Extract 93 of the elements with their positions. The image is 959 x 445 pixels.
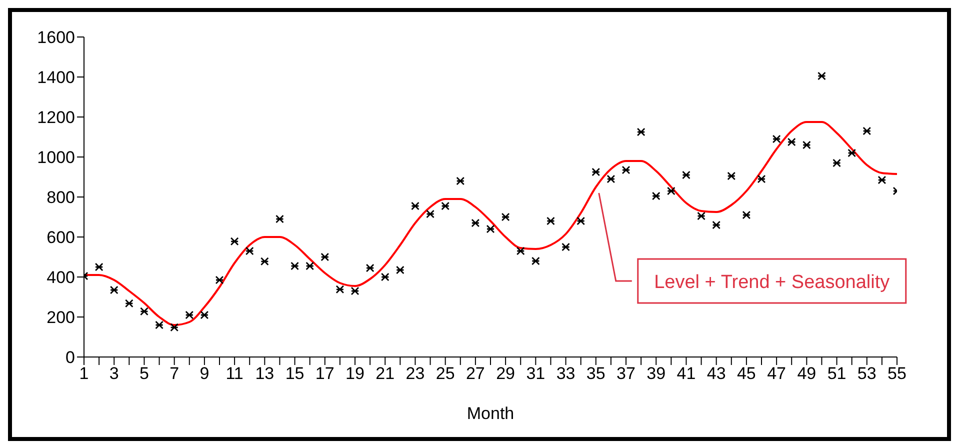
- point: [652, 192, 660, 200]
- point: [862, 126, 872, 136]
- point: [772, 134, 781, 144]
- point: [411, 202, 420, 210]
- point: [124, 299, 134, 308]
- x-tick-label: 49: [797, 364, 816, 384]
- point: [290, 262, 299, 270]
- point: [878, 176, 886, 184]
- point: [260, 257, 269, 266]
- point: [592, 168, 600, 176]
- annotation: Level + Trend + Seasonality: [654, 272, 890, 293]
- x-tick-label: 35: [586, 364, 606, 384]
- point: [140, 307, 148, 316]
- y-tick-label: 800: [46, 188, 75, 208]
- point: [396, 266, 404, 274]
- y-tick-label: 400: [46, 268, 75, 288]
- point: [636, 128, 646, 136]
- x-tick-label: 5: [139, 364, 149, 384]
- point: [576, 216, 586, 226]
- x-tick-label: 11: [226, 364, 244, 384]
- x-tick-label: 45: [736, 364, 756, 384]
- point: [110, 286, 118, 294]
- point: [380, 272, 390, 282]
- x-tick-label: 43: [706, 364, 726, 384]
- x-tick-label: 47: [767, 364, 786, 384]
- y-tick-label: 0: [66, 348, 75, 368]
- x-tick-label: 51: [827, 364, 846, 384]
- x-tick-label: 27: [466, 364, 485, 384]
- point: [320, 252, 330, 262]
- point: [215, 276, 224, 284]
- point: [682, 170, 690, 180]
- y-tick-label: 200: [46, 308, 75, 328]
- x-tick-label: 1: [79, 364, 89, 384]
- point: [622, 166, 630, 174]
- point: [742, 210, 751, 220]
- point: [200, 310, 209, 320]
- point: [471, 218, 480, 228]
- x-tick-label: 53: [857, 364, 876, 384]
- point: [712, 220, 721, 230]
- x-tick-label: 21: [376, 364, 395, 384]
- point: [426, 210, 434, 218]
- x-tick-label: 55: [888, 364, 906, 384]
- y-tick-label: 1200: [37, 108, 75, 128]
- point: [802, 140, 811, 150]
- x-tick-label: 9: [200, 364, 210, 384]
- point: [697, 212, 706, 220]
- x-tick-label: 17: [315, 364, 334, 384]
- x-tick-label: 29: [496, 364, 516, 384]
- point: [170, 323, 179, 332]
- x-tick-label: 33: [556, 364, 576, 384]
- point: [606, 174, 616, 184]
- point: [155, 320, 164, 330]
- point: [787, 138, 796, 146]
- point: [516, 246, 525, 256]
- point: [336, 285, 344, 294]
- x-tick-label: 31: [526, 364, 546, 384]
- y-tick-label: 1000: [37, 148, 75, 168]
- point: [456, 176, 465, 186]
- point: [757, 174, 766, 184]
- x-axis-title: Month: [466, 404, 514, 423]
- x-tick-label: 41: [676, 364, 696, 384]
- point: [501, 212, 510, 222]
- point: [366, 264, 374, 272]
- y-tick-label: 1400: [37, 68, 75, 88]
- x-tick-label: 37: [616, 364, 636, 384]
- x-tick-label: 39: [646, 364, 666, 384]
- point: [441, 202, 450, 210]
- point: [666, 186, 676, 196]
- point: [276, 214, 284, 224]
- point: [245, 246, 254, 256]
- point: [546, 216, 555, 226]
- x-tick-label: 13: [255, 364, 274, 384]
- x-tick-label: 7: [170, 364, 180, 384]
- point: [727, 172, 736, 180]
- y-tick-label: 600: [46, 228, 75, 248]
- point: [832, 158, 841, 168]
- point: [230, 237, 239, 246]
- y-tick-label: 1600: [37, 28, 75, 48]
- point: [350, 286, 360, 296]
- point: [486, 224, 495, 234]
- point: [848, 148, 856, 158]
- point: [94, 262, 104, 272]
- point: [306, 262, 314, 270]
- x-tick-label: 3: [109, 364, 119, 384]
- x-tick-label: 25: [436, 364, 455, 384]
- x-tick-label: 19: [346, 364, 364, 384]
- x-tick-label: 15: [285, 364, 304, 384]
- point: [531, 256, 540, 266]
- point: [818, 72, 826, 80]
- point: [562, 242, 570, 252]
- x-tick-label: 23: [406, 364, 425, 384]
- point: [185, 310, 194, 320]
- line-series: [84, 121, 897, 326]
